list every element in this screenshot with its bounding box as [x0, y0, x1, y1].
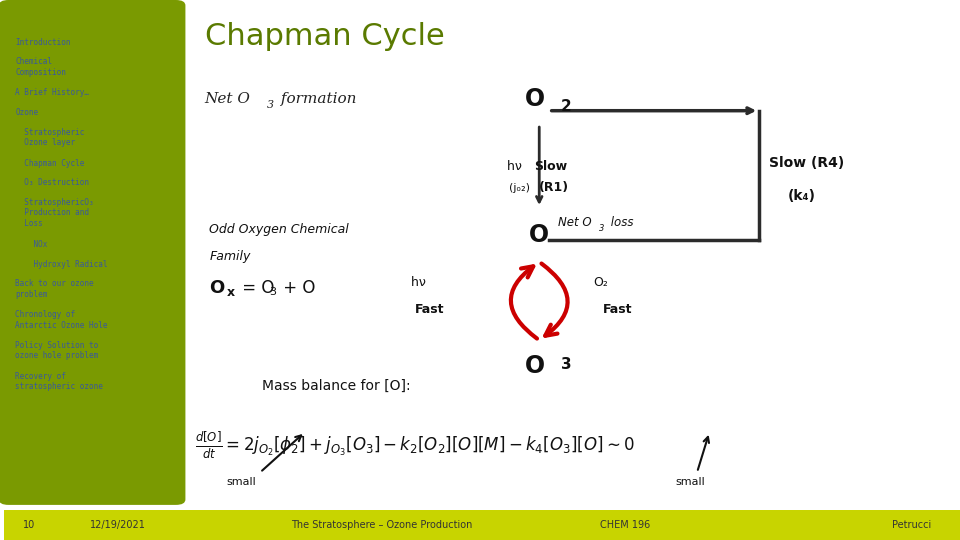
Text: Stratospheric
  Ozone layer: Stratospheric Ozone layer	[15, 127, 84, 147]
Text: Slow (R4): Slow (R4)	[769, 157, 844, 170]
Text: NOx: NOx	[15, 240, 48, 249]
Text: O: O	[524, 87, 544, 111]
Text: Back to our ozone
problem: Back to our ozone problem	[15, 279, 94, 299]
Text: O: O	[524, 354, 544, 377]
Text: Ozone: Ozone	[15, 108, 38, 117]
Text: O₃ Destruction: O₃ Destruction	[15, 178, 89, 187]
Text: Net O: Net O	[559, 217, 592, 230]
Text: Recovery of
stratospheric ozone: Recovery of stratospheric ozone	[15, 372, 103, 391]
Text: = O: = O	[237, 279, 275, 297]
FancyArrowPatch shape	[511, 266, 537, 339]
Text: The Stratosphere – Ozone Production: The Stratosphere – Ozone Production	[291, 520, 472, 530]
Text: (jₒ₂): (jₒ₂)	[509, 183, 530, 193]
Text: Net O: Net O	[204, 92, 251, 106]
Text: 3: 3	[599, 224, 605, 233]
Text: Family: Family	[209, 250, 251, 263]
Text: 2: 2	[562, 99, 572, 114]
Text: 10: 10	[23, 520, 36, 530]
Text: x: x	[227, 286, 234, 299]
Text: $\frac{d[O]}{dt} = 2j_{O_2}[\phi_2] + j_{O_3}[O_3] - k_2[O_2][O][M] - k_4[O_3][O: $\frac{d[O]}{dt} = 2j_{O_2}[\phi_2] + j_…	[195, 430, 635, 461]
Text: loss: loss	[607, 217, 634, 230]
Text: 3: 3	[270, 287, 276, 297]
Text: + O: + O	[278, 279, 316, 297]
Text: small: small	[226, 477, 255, 487]
Text: StratosphericO₃
  Production and
  Loss: StratosphericO₃ Production and Loss	[15, 198, 94, 228]
FancyArrowPatch shape	[541, 264, 567, 336]
Text: small: small	[676, 477, 706, 487]
Text: Hydroxyl Radical: Hydroxyl Radical	[15, 260, 108, 268]
Text: 3: 3	[267, 100, 274, 110]
Text: Chemical
Composition: Chemical Composition	[15, 57, 66, 77]
Text: 3: 3	[562, 357, 572, 373]
Text: O: O	[529, 223, 549, 247]
Text: O₂: O₂	[593, 275, 609, 289]
Text: formation: formation	[276, 92, 357, 106]
FancyBboxPatch shape	[4, 510, 960, 540]
Text: Chapman Cycle: Chapman Cycle	[204, 22, 444, 51]
FancyBboxPatch shape	[0, 0, 185, 505]
Text: Chronology of
Antarctic Ozone Hole: Chronology of Antarctic Ozone Hole	[15, 310, 108, 329]
Text: Introduction: Introduction	[15, 38, 71, 47]
Text: Petrucci: Petrucci	[892, 520, 931, 530]
Text: Odd Oxygen Chemical: Odd Oxygen Chemical	[209, 223, 349, 236]
Text: 12/19/2021: 12/19/2021	[90, 520, 146, 530]
Text: Mass balance for [O]:: Mass balance for [O]:	[262, 379, 411, 393]
Text: hν: hν	[411, 275, 434, 289]
Text: CHEM 196: CHEM 196	[600, 520, 651, 530]
Text: O: O	[209, 279, 225, 297]
Text: A Brief History…: A Brief History…	[15, 89, 89, 97]
Text: (k₄): (k₄)	[788, 189, 816, 202]
Text: Fast: Fast	[603, 302, 633, 316]
Text: Fast: Fast	[415, 302, 444, 316]
Text: Policy Solution to
ozone hole problem: Policy Solution to ozone hole problem	[15, 341, 99, 361]
Text: hν: hν	[507, 159, 530, 173]
Text: Slow: Slow	[535, 159, 567, 173]
Text: Chapman Cycle: Chapman Cycle	[15, 159, 84, 167]
Text: (R1): (R1)	[540, 181, 569, 194]
